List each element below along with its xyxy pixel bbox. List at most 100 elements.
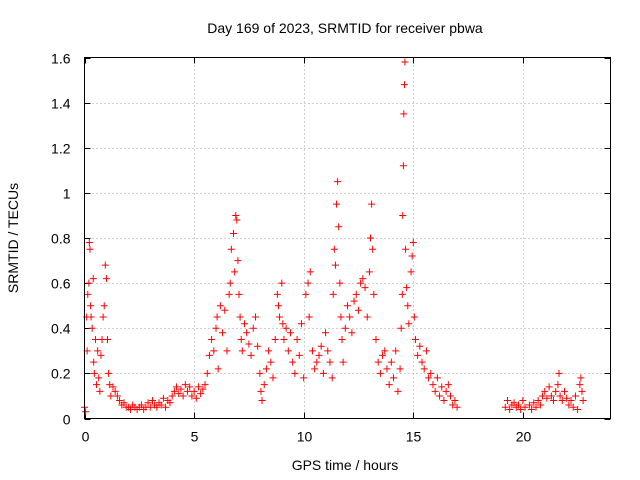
data-point [352, 290, 360, 298]
data-point [552, 387, 560, 395]
data-point [414, 351, 422, 359]
data-point [293, 336, 301, 344]
data-point [305, 313, 313, 321]
data-point [333, 200, 341, 208]
data-point [521, 403, 529, 411]
data-point [144, 399, 152, 407]
data-point [541, 387, 549, 395]
data-point [87, 313, 95, 321]
data-point [322, 329, 330, 337]
data-point [337, 313, 345, 321]
data-point [338, 336, 346, 344]
y-tick-label: 1 [63, 186, 71, 202]
y-tick-label: 1.4 [51, 96, 71, 112]
data-point [84, 290, 92, 298]
data-point [324, 347, 332, 355]
y-tick-label: 1.6 [51, 51, 71, 67]
data-point [219, 329, 227, 337]
y-tick-label: 0.6 [51, 276, 71, 292]
y-tick-label: 1.2 [51, 141, 71, 157]
data-point [148, 396, 156, 404]
data-point [313, 358, 321, 366]
data-point [367, 234, 375, 242]
data-point [168, 392, 176, 400]
data-point [179, 392, 187, 400]
data-point [175, 390, 183, 398]
data-point [444, 381, 452, 389]
data-point [247, 351, 255, 359]
data-point [234, 257, 242, 265]
data-point [536, 401, 544, 409]
data-point [262, 365, 270, 373]
data-point [304, 279, 312, 287]
data-point [577, 374, 585, 382]
data-point [90, 369, 98, 377]
data-point [97, 351, 105, 359]
data-point [405, 320, 413, 328]
data-point [390, 374, 398, 382]
data-point [331, 261, 339, 269]
data-point [374, 358, 382, 366]
data-point [170, 387, 178, 395]
data-point [201, 381, 209, 389]
data-point [539, 392, 547, 400]
data-point [127, 405, 135, 413]
data-point [319, 369, 327, 377]
data-point [311, 365, 319, 373]
data-point [326, 358, 334, 366]
data-point [177, 385, 185, 393]
data-point [302, 290, 310, 298]
data-point [334, 178, 342, 186]
data-point [297, 320, 305, 328]
data-point [402, 245, 410, 253]
data-point [449, 401, 457, 409]
data-point [94, 347, 102, 355]
data-point [354, 306, 362, 314]
data-point [545, 383, 553, 391]
data-point [397, 324, 405, 332]
data-point [116, 396, 124, 404]
x-tick-label: 10 [297, 429, 313, 445]
plot-frame [84, 57, 611, 419]
data-point [357, 279, 365, 287]
data-point [104, 336, 112, 344]
data-point [86, 245, 94, 253]
data-point [278, 279, 286, 287]
data-point [91, 336, 99, 344]
data-point [436, 392, 444, 400]
data-point [153, 403, 161, 411]
data-point [429, 381, 437, 389]
y-tick-label: 0 [63, 412, 71, 428]
data-point [282, 324, 290, 332]
data-point [556, 392, 564, 400]
data-point [517, 405, 525, 413]
x-tick-label: 20 [516, 429, 532, 445]
data-point [276, 313, 284, 321]
data-points [81, 58, 587, 416]
data-point [547, 392, 555, 400]
data-point [571, 392, 579, 400]
data-point [451, 396, 459, 404]
data-point [221, 306, 229, 314]
data-point [226, 279, 234, 287]
data-point [192, 394, 200, 402]
data-point [166, 399, 174, 407]
data-point [350, 297, 358, 305]
data-point [528, 405, 536, 413]
data-point [236, 313, 244, 321]
data-point [438, 383, 446, 391]
data-point [453, 403, 461, 411]
data-point [400, 81, 408, 89]
data-point [387, 358, 395, 366]
data-point [376, 369, 384, 377]
data-point [404, 302, 412, 310]
data-point [403, 284, 411, 292]
data-point [273, 290, 281, 298]
data-point [105, 369, 113, 377]
data-point [213, 313, 221, 321]
data-point [344, 302, 351, 310]
data-point [238, 347, 246, 355]
data-point [346, 313, 354, 321]
data-point [120, 399, 128, 407]
data-point [232, 211, 240, 219]
